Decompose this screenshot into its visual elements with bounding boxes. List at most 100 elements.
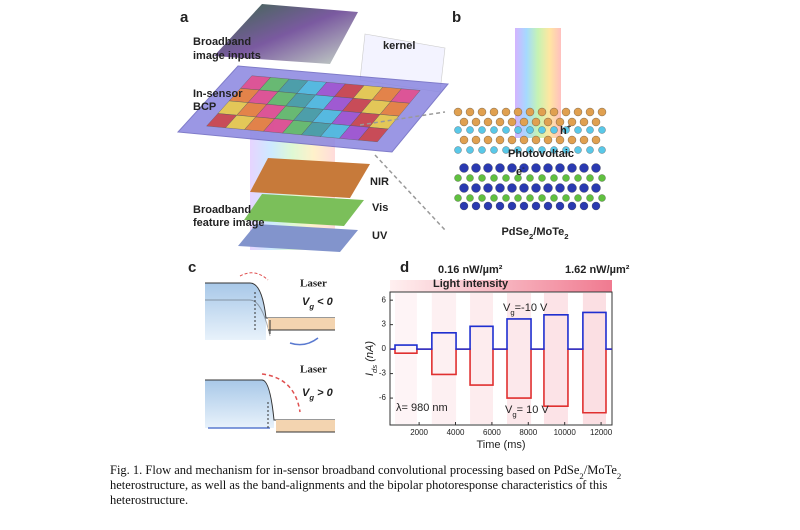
atom <box>471 201 481 211</box>
text-part: ds <box>370 365 379 373</box>
atom <box>519 135 529 145</box>
text-part: λ= 980 nm <box>396 402 448 414</box>
atom <box>454 146 462 154</box>
atom <box>562 194 570 202</box>
decor-path <box>205 282 335 319</box>
decor-line <box>374 154 446 231</box>
atom <box>598 146 606 154</box>
atom <box>562 126 570 134</box>
caption: Fig. 1. Flow and mechanism for in-sensor… <box>110 463 621 507</box>
panel-a: a Broadband image inputs kernel In-senso… <box>176 4 449 252</box>
atom <box>537 107 547 117</box>
atom <box>514 146 522 154</box>
atom <box>567 163 577 173</box>
x-tick-label: 2000 <box>410 428 428 437</box>
atom <box>526 194 534 202</box>
x-tick-label: 6000 <box>483 428 501 437</box>
text-part: + <box>567 122 572 131</box>
atom <box>562 174 570 182</box>
atom <box>586 194 594 202</box>
atom <box>477 107 487 117</box>
decor-text: image inputs <box>193 50 261 62</box>
atom <box>483 117 493 127</box>
decor-polygon <box>250 158 370 198</box>
atom <box>519 117 529 127</box>
intensity-label: 0.16 nW/µm² <box>438 264 503 276</box>
atom <box>555 117 565 127</box>
atom <box>579 117 589 127</box>
text-part: 2 <box>564 232 568 241</box>
decor-text: In-sensor <box>193 88 243 100</box>
atom <box>543 183 553 193</box>
decor-path <box>261 373 301 413</box>
atom <box>531 201 541 211</box>
decor-text: UV <box>372 230 388 242</box>
atom <box>567 117 577 127</box>
decor-text: Vis <box>372 202 388 214</box>
series-line <box>390 311 612 350</box>
text-part: e <box>516 166 522 178</box>
atom <box>454 126 462 134</box>
atom <box>459 117 469 127</box>
light-pulse <box>507 293 532 424</box>
atom <box>591 117 601 127</box>
text-part: g <box>512 410 516 419</box>
decor-text: Laser <box>300 364 327 376</box>
decor-rect <box>276 420 335 432</box>
atom <box>454 174 462 182</box>
atom <box>519 163 529 173</box>
atom <box>579 183 589 193</box>
atom <box>507 201 517 211</box>
atom <box>454 194 462 202</box>
panel-d: d -6 -3 0 3 6 2000 4000 6000 8000 10000 12000 Time … <box>364 259 630 451</box>
atom <box>507 163 517 173</box>
text-part: h <box>560 125 567 137</box>
atom <box>598 174 606 182</box>
atom <box>598 194 606 202</box>
decor-rect <box>268 318 335 330</box>
atom <box>466 194 474 202</box>
decor-text: b <box>452 9 461 26</box>
atom <box>501 107 511 117</box>
text-part: /MoTe <box>533 226 564 238</box>
atom <box>591 201 601 211</box>
atom <box>514 174 522 182</box>
decor-text: feature image <box>193 217 265 229</box>
atom <box>586 146 594 154</box>
atom <box>579 163 589 173</box>
atom <box>555 201 565 211</box>
atom <box>471 163 481 173</box>
text-part: (nA) <box>364 341 376 365</box>
x-tick-label: 10000 <box>554 428 577 437</box>
decor-text: Photovoltaic <box>508 148 574 160</box>
atom <box>483 183 493 193</box>
atom <box>525 107 535 117</box>
atom <box>478 146 486 154</box>
text-part: g <box>308 302 314 311</box>
text-part: g <box>510 308 514 317</box>
atom <box>502 174 510 182</box>
atom <box>483 201 493 211</box>
text-part: 2 <box>617 471 621 481</box>
atom <box>538 174 546 182</box>
atom <box>574 126 582 134</box>
grid-cell <box>357 127 389 143</box>
atom <box>514 126 522 134</box>
decor-text: PdSe2/MoTe2 <box>501 226 568 241</box>
text-part: V <box>503 302 511 314</box>
atom <box>573 107 583 117</box>
atom <box>478 194 486 202</box>
atom <box>507 135 517 145</box>
atom <box>495 201 505 211</box>
atom <box>507 183 517 193</box>
atom <box>591 163 601 173</box>
atom <box>459 183 469 193</box>
decor-text: BCP <box>193 101 216 113</box>
text-part: PdSe <box>501 226 529 238</box>
atom <box>538 146 546 154</box>
decor-text: h+ <box>560 122 572 137</box>
atom <box>543 201 553 211</box>
atom <box>466 126 474 134</box>
atom <box>471 183 481 193</box>
atom <box>513 107 523 117</box>
